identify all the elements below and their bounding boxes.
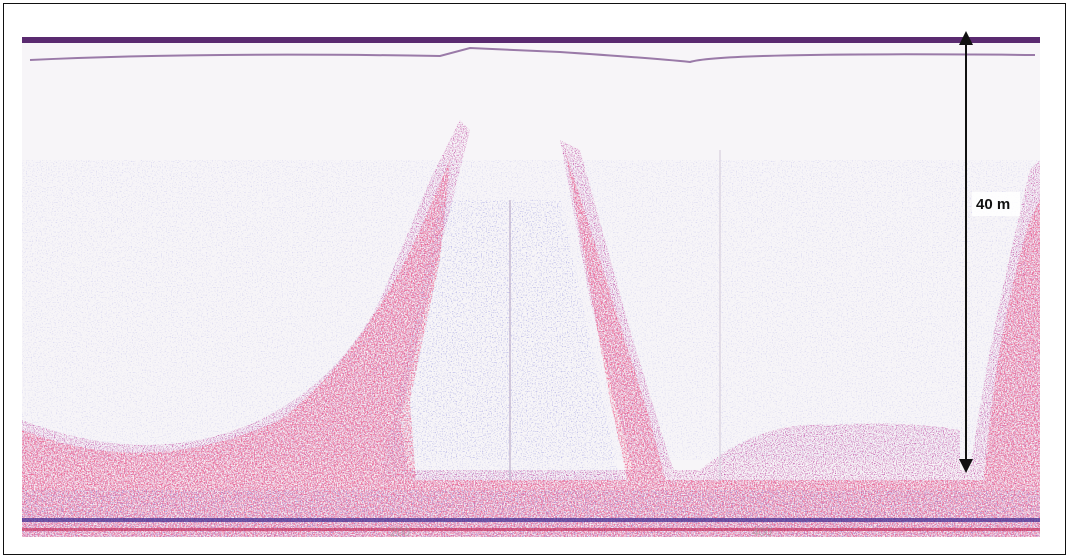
- depth-label: 40 m: [976, 196, 1010, 213]
- echogram: [22, 37, 1040, 537]
- scale-label: 400: [752, 525, 772, 539]
- figure: 200 400 40 m: [0, 0, 1069, 558]
- scale-label: 200: [390, 525, 410, 539]
